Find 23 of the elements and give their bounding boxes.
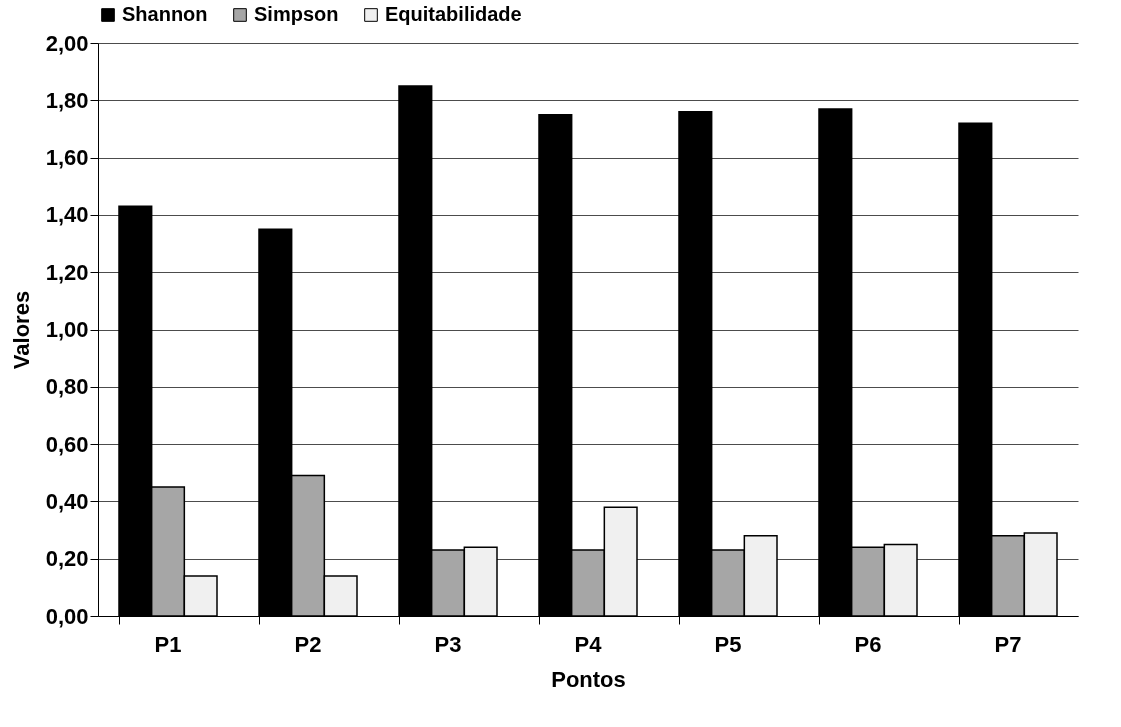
y-tick-label: 0,80 [45,374,89,400]
y-tick-label: 0,40 [45,488,89,514]
x-tick-label: P6 [854,631,882,657]
y-tick-label: 2,00 [45,30,89,56]
y-tick-label: 1,80 [45,87,89,113]
y-tick-label: 1,60 [45,145,89,171]
x-tick-label: P1 [154,631,182,657]
y-tick-label: 1,20 [45,259,89,285]
x-tick-label: P7 [994,631,1022,657]
y-tick-label: 0,00 [45,603,89,629]
legend-label: Equitabilidade [385,3,522,25]
legend-label: Simpson [254,3,339,25]
x-axis-title: Pontos [551,666,626,692]
legend-label: Shannon [122,3,208,25]
x-tick-label: P2 [294,631,322,657]
x-tick-label: P5 [714,631,742,657]
y-tick-label: 0,60 [45,431,89,457]
y-tick-label: 0,20 [45,546,89,572]
y-axis-title: Valores [8,290,34,370]
x-tick-label: P4 [574,631,603,657]
y-tick-label: 1,40 [45,202,89,228]
y-tick-label: 1,00 [45,317,89,342]
x-tick-label: P3 [434,631,462,657]
